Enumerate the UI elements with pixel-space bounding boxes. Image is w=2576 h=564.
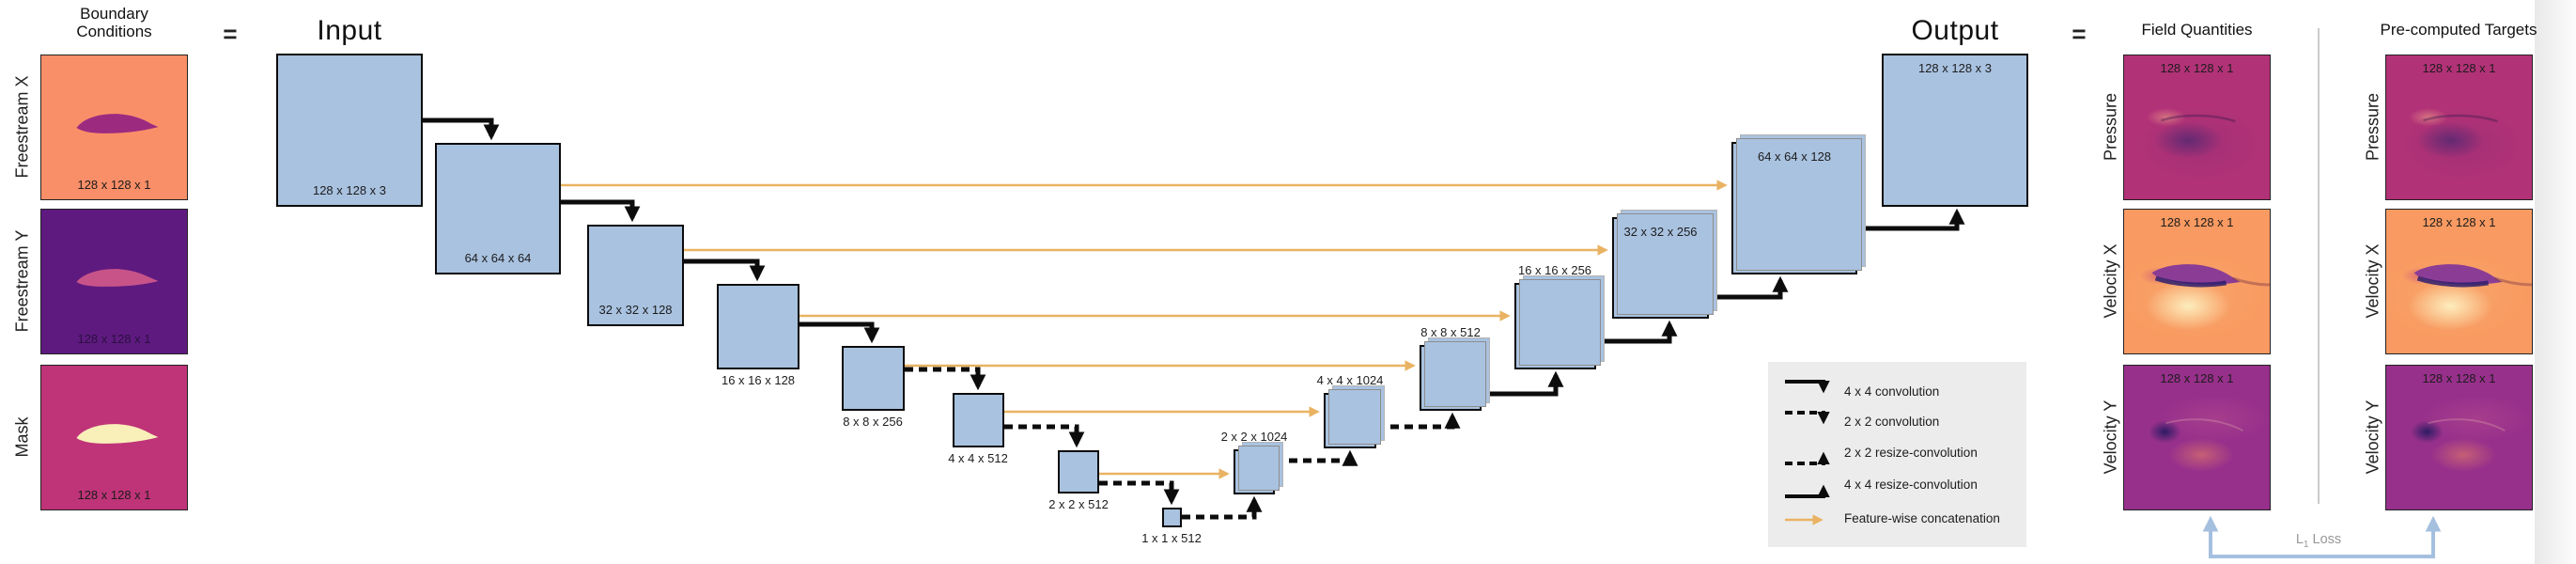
airfoil-silhouette xyxy=(76,269,159,287)
freestream-x-image: 128 x 128 x 1 xyxy=(40,55,188,200)
unet-box-16x16x128 xyxy=(717,284,799,369)
unet-box-2x2x1024 xyxy=(1234,449,1275,494)
unet-box-2x2x1024-dim: 2 x 2 x 1024 xyxy=(1220,430,1288,444)
field-velocity-y-image: 128 x 128 x 1 xyxy=(2123,365,2271,510)
target-velocity-x-dim: 128 x 128 x 1 xyxy=(2422,215,2496,229)
resize-conv-4x4-arrows xyxy=(1482,208,1965,397)
resize-conv-2x2-arrows xyxy=(1182,412,1461,520)
conv-4x4-arrows xyxy=(423,118,880,344)
unet-box-4x4x512 xyxy=(953,393,1004,447)
legend-item-4x4-convolution: 4 x 4 convolution xyxy=(1844,384,1940,399)
freestream-y-dim: 128 x 128 x 1 xyxy=(77,332,151,346)
target-velocity-x-image: 128 x 128 x 1 xyxy=(2385,209,2533,354)
unet-box-1x1x512 xyxy=(1162,508,1182,527)
legend-box: 4 x 4 convolution 2 x 2 convolution 2 x … xyxy=(1768,362,2026,547)
conv-2x2-arrows xyxy=(905,367,1180,506)
airfoil-silhouette xyxy=(76,424,159,444)
unet-box-64x64x64: 64 x 64 x 64 xyxy=(435,143,561,274)
column-divider xyxy=(2318,28,2320,504)
unet-box-4x4x1024-dim: 4 x 4 x 1024 xyxy=(1316,373,1384,387)
unet-box-8x8x512-dim: 8 x 8 x 512 xyxy=(1420,325,1481,339)
concatenation-arrows xyxy=(561,180,1728,479)
equals-sign-right: = xyxy=(2072,20,2087,48)
legend-item-2x2-convolution: 2 x 2 convolution xyxy=(1844,415,1940,429)
unet-box-8x8x256 xyxy=(842,346,905,411)
airfoil-trace xyxy=(2165,418,2243,431)
unet-box-32x32x256: 32 x 32 x 256 xyxy=(1612,217,1709,319)
target-velocity-y-dim: 128 x 128 x 1 xyxy=(2422,371,2496,385)
target-pressure-dim: 128 x 128 x 1 xyxy=(2422,61,2496,75)
unet-box-16x16x256 xyxy=(1514,283,1596,369)
unet-box-input-128x128x3: 128 x 128 x 3 xyxy=(276,54,423,207)
field-velocity-y-dim: 128 x 128 x 1 xyxy=(2160,371,2234,385)
airfoil-trace xyxy=(2428,418,2506,431)
unet-box-32x32x128: 32 x 32 x 128 xyxy=(587,225,684,326)
airfoil-trace xyxy=(2423,114,2498,123)
unet-box-64x64x128: 64 x 64 x 128 xyxy=(1731,142,1857,274)
page-edge-shadow xyxy=(2535,0,2576,564)
freestream-x-dim: 128 x 128 x 1 xyxy=(77,178,151,192)
unet-box-2x2x512 xyxy=(1058,450,1099,494)
target-pressure-image: 128 x 128 x 1 xyxy=(2385,55,2533,200)
unet-box-2x2x512-dim: 2 x 2 x 512 xyxy=(1048,497,1109,511)
output-title: Output xyxy=(1911,15,1999,46)
field-velocity-x-image: 128 x 128 x 1 xyxy=(2123,209,2271,354)
freestream-y-image: 128 x 128 x 1 xyxy=(40,209,188,354)
airfoil-silhouette xyxy=(2151,264,2270,288)
airfoil-trace xyxy=(2161,114,2236,123)
legend-item-4x4-resize-convolution: 4 x 4 resize-convolution xyxy=(1844,478,1978,492)
unet-box-16x16x256-dim: 16 x 16 x 256 xyxy=(1517,263,1592,277)
precomputed-targets-title: Pre-computed Targets xyxy=(2380,21,2537,39)
input-title: Input xyxy=(317,15,382,46)
mask-image: 128 x 128 x 1 xyxy=(40,365,188,510)
unet-box-16x16x128-dim: 16 x 16 x 128 xyxy=(721,373,796,387)
unet-box-4x4x512-dim: 4 x 4 x 512 xyxy=(948,451,1008,465)
airfoil-silhouette xyxy=(2413,264,2532,288)
legend-arrow-glyphs xyxy=(1785,380,1830,525)
field-velocity-x-dim: 128 x 128 x 1 xyxy=(2160,215,2234,229)
legend-item-2x2-resize-convolution: 2 x 2 resize-convolution xyxy=(1844,446,1978,460)
target-velocity-y-image: 128 x 128 x 1 xyxy=(2385,365,2533,510)
field-quantities-title: Field Quantities xyxy=(2141,21,2253,39)
boundary-conditions-title: Boundary Conditions xyxy=(76,5,152,40)
field-pressure-dim: 128 x 128 x 1 xyxy=(2160,61,2234,75)
l1-loss-bracket xyxy=(2202,515,2442,558)
unet-box-1x1x512-dim: 1 x 1 x 512 xyxy=(1141,531,1202,545)
unet-box-output-128x128x3: 128 x 128 x 3 xyxy=(1882,54,2028,207)
field-pressure-image: 128 x 128 x 1 xyxy=(2123,55,2271,200)
mask-dim: 128 x 128 x 1 xyxy=(77,488,151,502)
unet-box-4x4x1024 xyxy=(1324,393,1376,448)
unet-box-8x8x256-dim: 8 x 8 x 256 xyxy=(843,415,903,429)
airfoil-silhouette xyxy=(76,114,159,133)
l1-loss-label: L1 Loss xyxy=(2295,532,2342,550)
legend-item-concatenation: Feature-wise concatenation xyxy=(1844,511,2000,525)
unet-box-8x8x512 xyxy=(1420,345,1482,411)
equals-sign-left: = xyxy=(223,20,238,48)
